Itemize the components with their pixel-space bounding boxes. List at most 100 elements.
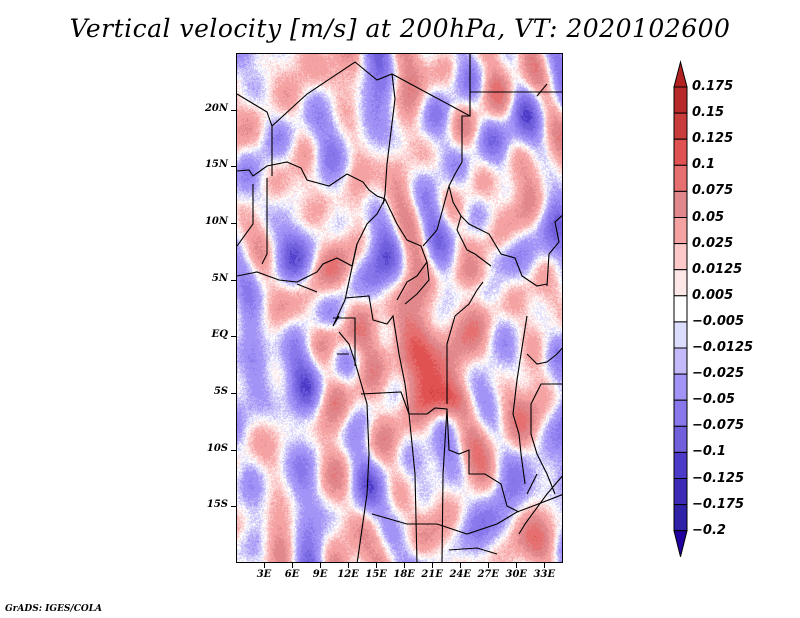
border-line <box>344 295 418 562</box>
colorbar-level-label: 0.175 <box>692 79 734 94</box>
colorbar-level-label: −0.075 <box>692 418 745 434</box>
colorbar-level-label: 0.025 <box>692 235 734 251</box>
latitude-tick-mark <box>231 279 236 281</box>
latitude-tick-mark <box>231 506 236 508</box>
border-line <box>237 126 273 265</box>
longitude-tick-label: 15E <box>365 569 387 580</box>
border-line <box>446 281 484 404</box>
border-line <box>237 54 471 127</box>
colorbar-level-label: 0.15 <box>692 105 725 121</box>
latitude-tick-label: 15N <box>204 159 228 171</box>
colorbar-level-label: −0.025 <box>692 366 745 382</box>
border-line <box>536 83 548 97</box>
border-line <box>546 215 562 287</box>
border-line <box>441 408 498 562</box>
country-borders <box>237 54 562 562</box>
latitude-tick-mark <box>231 223 236 224</box>
longitude-tick-mark <box>488 563 490 568</box>
border-line <box>469 54 562 116</box>
colorbar-swatch <box>673 112 688 140</box>
border-line <box>333 317 356 366</box>
border-line <box>460 215 548 287</box>
chart-title: Vertical velocity [m/s] at 200hPa, VT: 2… <box>69 14 731 43</box>
colorbar-level-label: −0.05 <box>692 392 735 408</box>
grads-credit: GrADS: IGES/COLA <box>5 604 103 614</box>
border-line <box>371 511 518 535</box>
colorbar-swatch <box>673 269 688 297</box>
colorbar-level-label: −0.2 <box>692 522 726 538</box>
border-line <box>360 391 520 513</box>
border-line <box>512 315 528 485</box>
longitude-tick-mark <box>544 563 546 568</box>
colorbar-level-label: −0.1 <box>692 444 726 460</box>
border-line <box>332 243 358 327</box>
longitude-tick-mark <box>264 563 266 568</box>
latitude-tick-label: EQ <box>211 329 228 341</box>
colorbar-level-label: −0.125 <box>692 470 745 486</box>
longitude-tick-label: 18E <box>393 569 415 580</box>
colorbar-level-label: 0.005 <box>692 287 734 303</box>
longitude-tick-mark <box>376 563 378 568</box>
longitude-tick-label: 27E <box>477 569 500 580</box>
latitude-tick-mark <box>231 336 236 338</box>
colorbar-swatch <box>673 504 688 532</box>
longitude-tick-mark <box>432 563 434 568</box>
longitude-tick-label: 30E <box>505 569 528 580</box>
longitude-tick-mark <box>460 563 462 568</box>
latitude-tick-label: 10N <box>204 216 228 227</box>
latitude-tick-label: 20N <box>204 102 228 114</box>
colorbar-swatch <box>673 399 688 427</box>
colorbar-level-label: 0.075 <box>692 183 734 199</box>
border-line <box>526 347 562 365</box>
border-line <box>516 494 562 513</box>
colorbar-swatch <box>673 164 688 192</box>
colorbar-top-arrow <box>673 60 688 88</box>
colorbar-swatch <box>673 347 688 375</box>
colorbar-swatch <box>673 190 688 218</box>
border-line <box>422 185 450 247</box>
longitude-tick-label: 6E <box>284 569 300 580</box>
map-plot-area <box>236 53 563 563</box>
colorbar-level-label: 0.05 <box>692 209 725 225</box>
colorbar-swatch <box>673 295 688 323</box>
longitude-tick-label: 33E <box>533 569 556 580</box>
latitude-tick-mark <box>231 166 236 168</box>
latitude-tick-label: 5N <box>211 272 228 284</box>
colorbar-swatch <box>673 451 688 479</box>
longitude-tick-label: 3E <box>256 569 272 580</box>
longitude-tick-mark <box>292 563 294 568</box>
border-line <box>296 283 349 355</box>
latitude-tick-mark <box>231 449 236 451</box>
colorbar-level-label: −0.175 <box>692 496 745 512</box>
longitude-tick-label: 9E <box>312 569 328 580</box>
colorbar-swatch <box>673 243 688 271</box>
latitude-tick-label: 15S <box>206 499 228 511</box>
border-line <box>382 73 396 205</box>
border-line <box>237 198 386 283</box>
longitude-tick-mark <box>404 563 406 568</box>
border-line <box>404 261 430 305</box>
longitude-tick-mark <box>516 563 518 568</box>
longitude-tick-label: 12E <box>337 569 359 580</box>
colorbar-swatch <box>673 217 688 245</box>
colorbar-swatch <box>673 373 688 401</box>
colorbar-level-label: −0.005 <box>692 313 745 329</box>
longitude-tick-mark <box>320 563 322 568</box>
colorbar-level-label: 0.125 <box>692 131 734 147</box>
vertical-velocity-field <box>237 54 562 562</box>
latitude-tick-label: 5S <box>213 386 228 397</box>
latitude-tick-mark <box>231 109 236 111</box>
longitude-tick-label: 24E <box>449 569 471 580</box>
border-line <box>518 473 562 535</box>
colorbar-bottom-arrow <box>673 530 688 557</box>
longitude-tick-mark <box>348 563 350 568</box>
colorbar-level-label: 0.1 <box>692 157 716 173</box>
colorbar-swatch <box>673 425 688 453</box>
border-line <box>384 198 428 301</box>
colorbar-level-label: −0.0125 <box>692 340 754 355</box>
colorbar-level-label: 0.0125 <box>692 261 743 277</box>
latitude-tick-mark <box>231 393 236 394</box>
border-line <box>338 331 370 562</box>
colorbar-swatch <box>673 478 688 506</box>
